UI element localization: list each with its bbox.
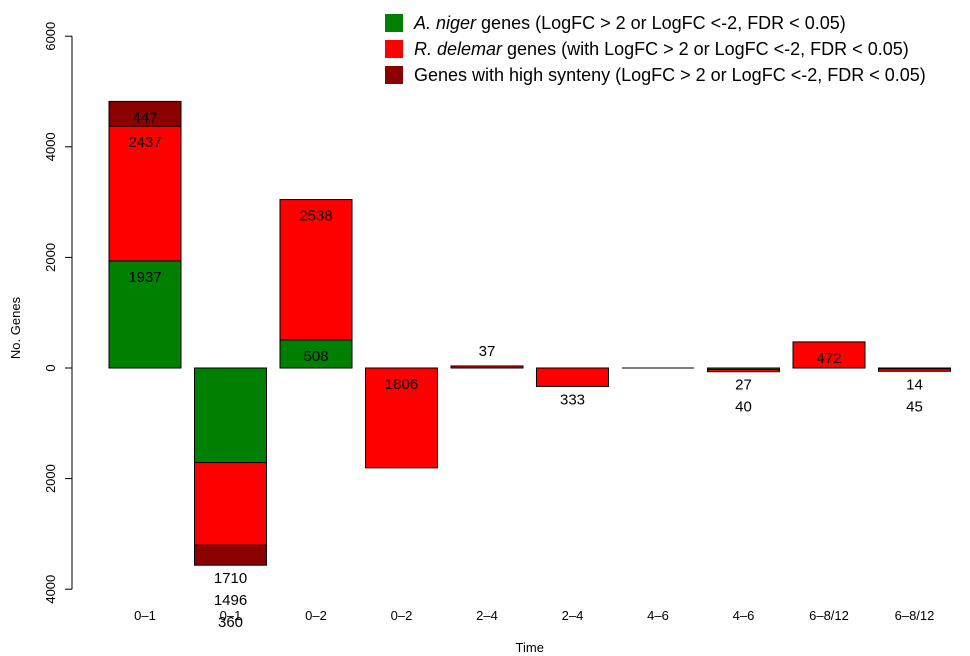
bar-segment <box>365 367 438 469</box>
bar-segment <box>536 367 609 387</box>
legend-species-name: A. niger <box>413 13 477 33</box>
data-label: 447 <box>132 109 157 126</box>
bar-segment <box>194 544 267 566</box>
data-label: 360 <box>218 614 243 631</box>
legend-entry: Genes with high synteny (LogFC > 2 or Lo… <box>414 65 926 85</box>
y-tick-label: 4000 <box>43 132 58 161</box>
data-label: 1496 <box>214 592 247 609</box>
y-tick-label: 0 <box>43 364 58 371</box>
bar-segment <box>194 462 267 546</box>
x-tick-label: 0–1 <box>134 608 156 623</box>
x-tick-label: 4–6 <box>733 608 755 623</box>
bar-segment <box>707 368 780 373</box>
x-tick-label: 0–2 <box>305 608 327 623</box>
data-label: 37 <box>479 343 496 360</box>
data-label: 1806 <box>385 376 418 393</box>
x-tick-label: 6–8/12 <box>895 608 935 623</box>
bar-segment <box>108 100 182 127</box>
data-label: 45 <box>906 398 923 415</box>
y-axis-title: No. Genes <box>8 296 23 359</box>
data-label: 27 <box>735 377 752 394</box>
legend-description: Genes with high synteny (LogFC > 2 or Lo… <box>414 65 926 85</box>
legend-description: genes (LogFC > 2 or LogFC <-2, FDR < 0.0… <box>476 13 846 33</box>
data-label: 2538 <box>299 208 332 225</box>
data-label: 2437 <box>128 134 161 151</box>
x-tick-label: 2–4 <box>562 608 584 623</box>
x-tick-label: 0–1 <box>220 608 242 623</box>
data-label: 1937 <box>128 269 161 286</box>
data-label: 472 <box>816 350 841 367</box>
bar-segment <box>878 368 951 372</box>
x-tick-label: 0–2 <box>391 608 413 623</box>
x-tick-labels: 0–1 0–1 0–2 0–2 2–4 2–4 4–6 4–6 6–8/12 6–8/12 <box>134 608 934 623</box>
y-tick-label: 4000 <box>43 575 58 604</box>
bar-segment <box>279 339 353 369</box>
bars <box>108 100 951 566</box>
data-labels: 447 2437 1937 1710 1496 360 2538 508 1806 37 333 27… <box>128 109 923 631</box>
bar-segment <box>108 125 182 262</box>
legend-swatch <box>385 40 403 58</box>
data-label: 1710 <box>214 570 247 587</box>
data-label: 508 <box>303 348 328 365</box>
data-label: 40 <box>735 399 752 416</box>
legend: A. niger genes (LogFC > 2 or LogFC <-2, … <box>385 13 926 85</box>
bar-segment <box>279 199 353 341</box>
bar-segment <box>194 367 267 464</box>
y-axis: 4000 2000 0 2000 4000 6000 <box>43 22 73 604</box>
legend-description: genes (with LogFC > 2 or LogFC <-2, FDR … <box>502 39 909 59</box>
legend-swatch <box>385 66 403 84</box>
legend-entry: A. niger genes (LogFC > 2 or LogFC <-2, … <box>413 13 846 33</box>
y-tick-label: 6000 <box>43 22 58 51</box>
bar-segment <box>450 365 524 369</box>
y-tick-label: 2000 <box>43 243 58 272</box>
data-label: 14 <box>906 376 923 393</box>
bar-segment <box>108 260 182 369</box>
legend-entry: R. delemar genes (with LogFC > 2 or LogF… <box>414 39 909 59</box>
x-tick-label: 2–4 <box>476 608 498 623</box>
x-tick-label: 4–6 <box>647 608 669 623</box>
y-tick-label: 2000 <box>43 464 58 493</box>
bar-segment <box>792 341 866 369</box>
legend-species-name: R. delemar <box>414 39 503 59</box>
data-label: 333 <box>560 391 585 408</box>
legend-swatch <box>385 14 403 32</box>
x-axis-title: Time <box>516 640 544 655</box>
x-tick-label: 6–8/12 <box>809 608 849 623</box>
